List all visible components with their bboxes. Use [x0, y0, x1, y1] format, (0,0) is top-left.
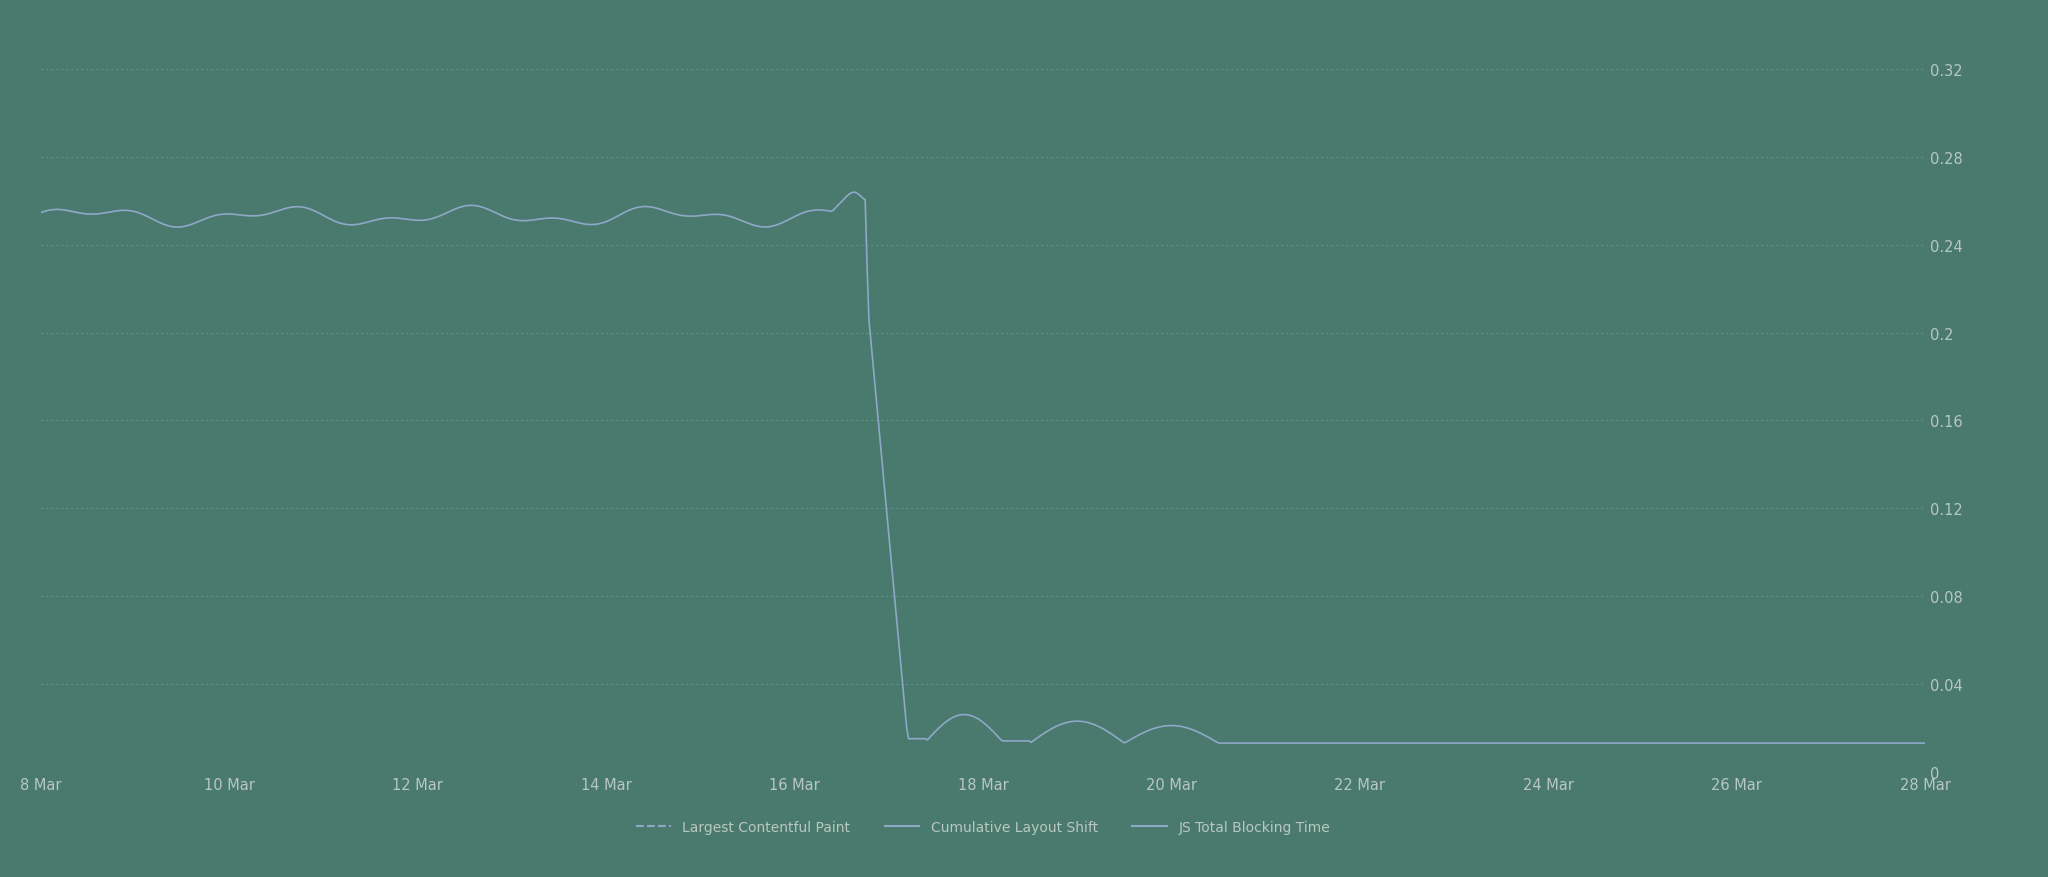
Legend: Largest Contentful Paint, Cumulative Layout Shift, JS Total Blocking Time: Largest Contentful Paint, Cumulative Lay… — [631, 814, 1335, 839]
